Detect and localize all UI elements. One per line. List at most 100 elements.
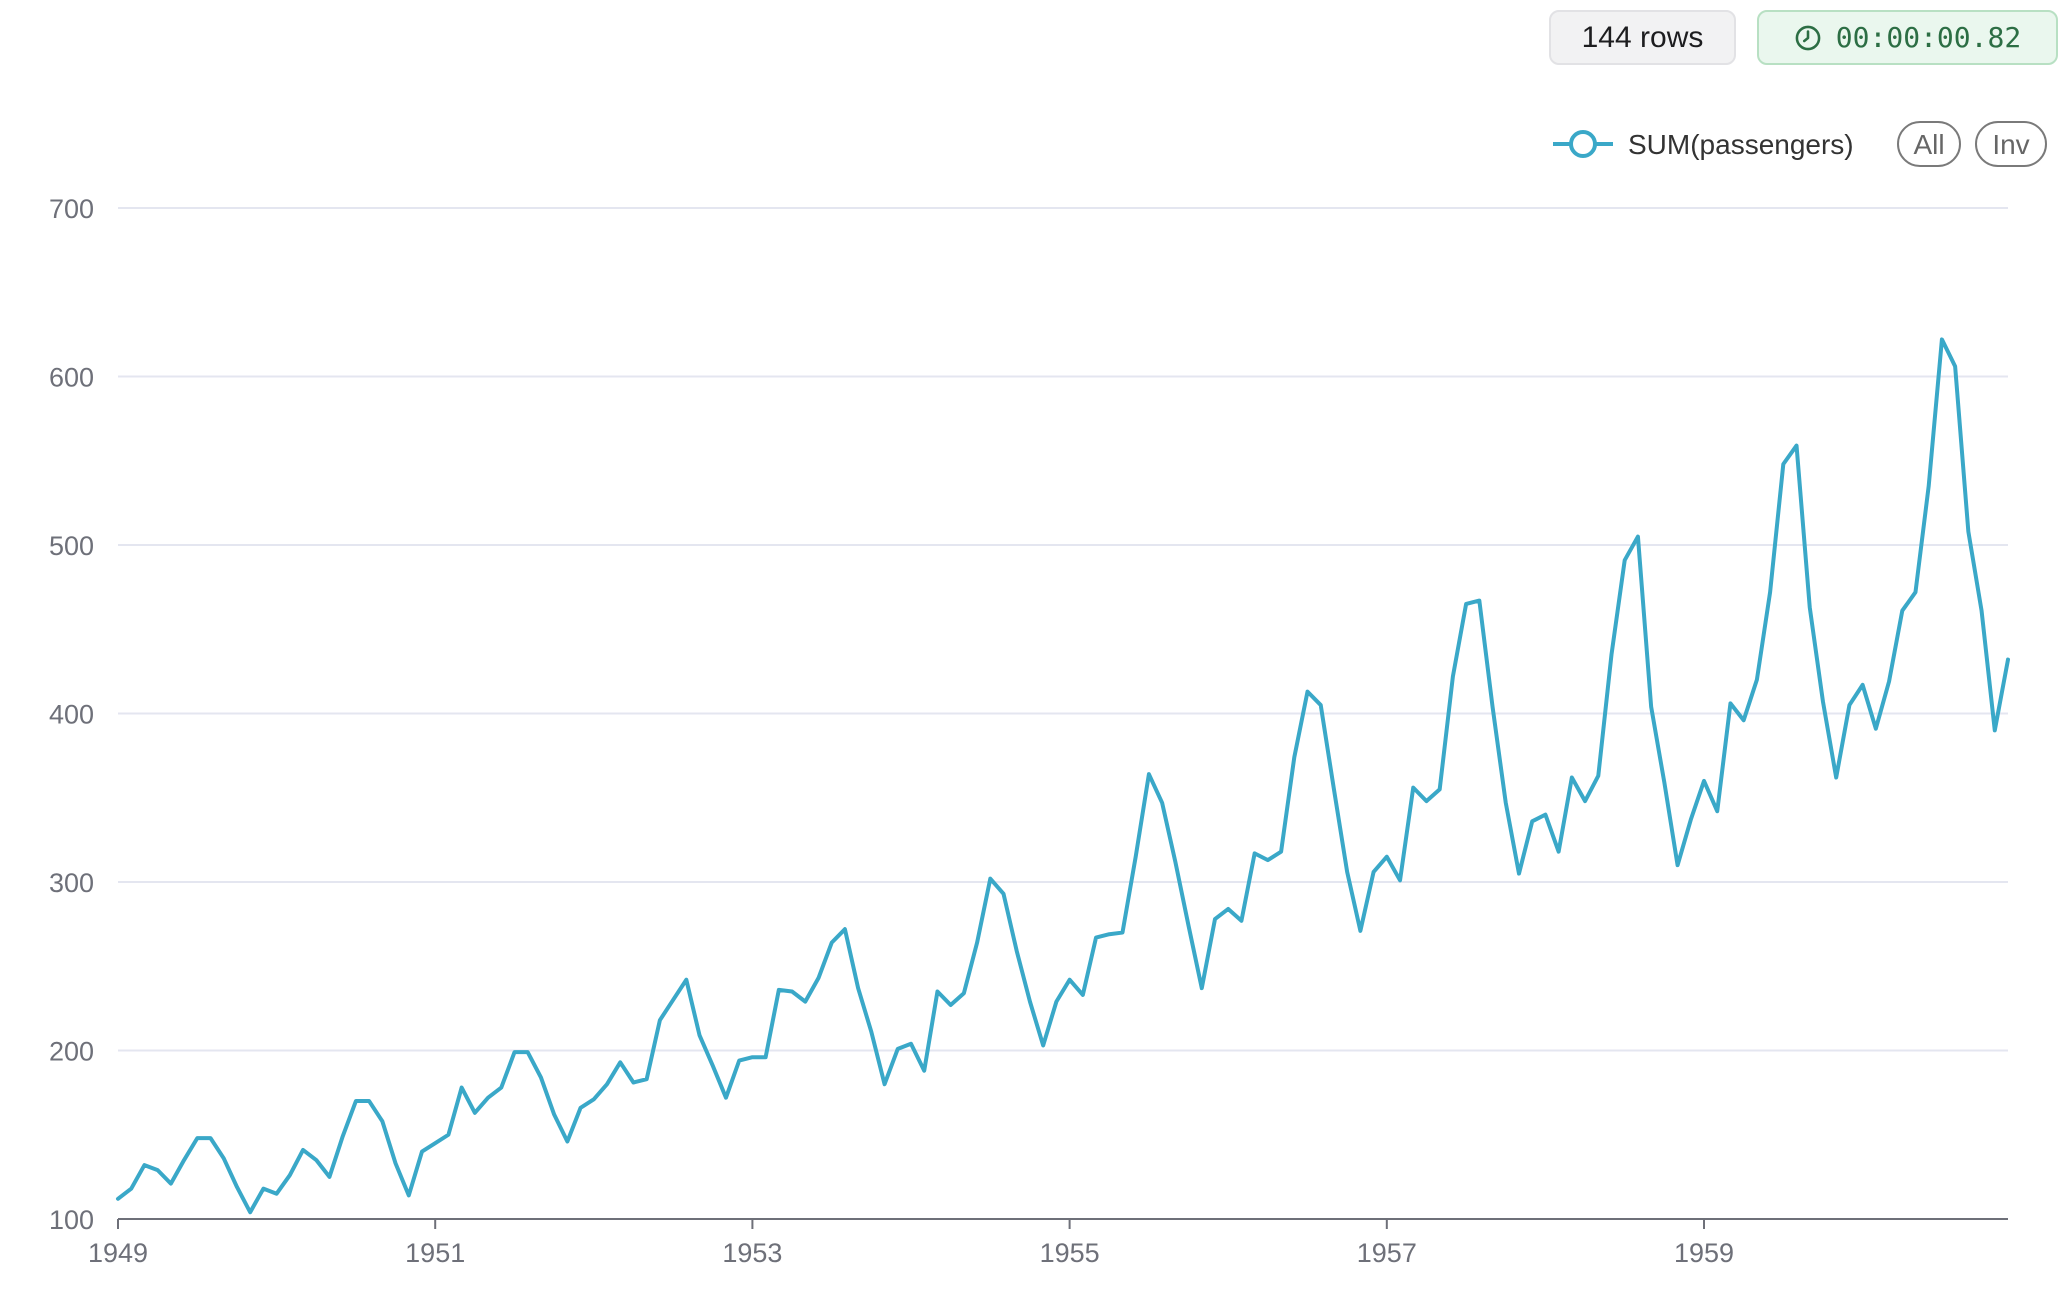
data-point[interactable] — [984, 873, 996, 885]
data-point[interactable] — [1526, 815, 1538, 827]
data-point[interactable] — [1183, 920, 1195, 932]
data-point[interactable] — [958, 987, 970, 999]
data-point[interactable] — [1764, 586, 1776, 598]
data-point[interactable] — [1341, 866, 1353, 878]
data-point[interactable] — [892, 1043, 904, 1055]
data-point[interactable] — [694, 1029, 706, 1041]
data-point[interactable] — [1328, 783, 1340, 795]
data-point[interactable] — [601, 1078, 613, 1090]
data-point[interactable] — [1804, 601, 1816, 613]
data-point[interactable] — [205, 1132, 217, 1144]
data-point[interactable] — [1460, 598, 1472, 610]
data-point[interactable] — [1050, 996, 1062, 1008]
data-point[interactable] — [865, 1026, 877, 1038]
data-point[interactable] — [363, 1095, 375, 1107]
data-point[interactable] — [1011, 945, 1023, 957]
data-point[interactable] — [1672, 859, 1684, 871]
data-point[interactable] — [588, 1093, 600, 1105]
data-point[interactable] — [1090, 932, 1102, 944]
data-point[interactable] — [1632, 531, 1644, 543]
data-point[interactable] — [918, 1065, 930, 1077]
data-point[interactable] — [1685, 814, 1697, 826]
data-point[interactable] — [1738, 714, 1750, 726]
data-point[interactable] — [257, 1183, 269, 1195]
data-point[interactable] — [390, 1157, 402, 1169]
data-point[interactable] — [1500, 797, 1512, 809]
data-point[interactable] — [1817, 696, 1829, 708]
data-point[interactable] — [1169, 856, 1181, 868]
data-point[interactable] — [1434, 783, 1446, 795]
data-point[interactable] — [1857, 679, 1869, 691]
data-point[interactable] — [297, 1144, 309, 1156]
data-point[interactable] — [826, 937, 838, 949]
data-point[interactable] — [561, 1135, 573, 1147]
data-point[interactable] — [760, 1051, 772, 1063]
data-point[interactable] — [1883, 675, 1895, 687]
data-point[interactable] — [1209, 913, 1221, 925]
data-point[interactable] — [376, 1115, 388, 1127]
data-point[interactable] — [1896, 605, 1908, 617]
data-point[interactable] — [931, 986, 943, 998]
data-point[interactable] — [1645, 701, 1657, 713]
data-point[interactable] — [1368, 866, 1380, 878]
data-point[interactable] — [1513, 868, 1525, 880]
data-point[interactable] — [1064, 974, 1076, 986]
data-point[interactable] — [416, 1146, 428, 1158]
data-point[interactable] — [165, 1178, 177, 1190]
data-point[interactable] — [1830, 772, 1842, 784]
data-point[interactable] — [1936, 333, 1948, 345]
data-point[interactable] — [812, 972, 824, 984]
data-point[interactable] — [680, 974, 692, 986]
data-point[interactable] — [707, 1060, 719, 1072]
data-point[interactable] — [1870, 723, 1882, 735]
data-point[interactable] — [839, 923, 851, 935]
data-point[interactable] — [495, 1082, 507, 1094]
data-point[interactable] — [945, 999, 957, 1011]
data-point[interactable] — [905, 1038, 917, 1050]
data-point[interactable] — [548, 1109, 560, 1121]
data-point[interactable] — [271, 1188, 283, 1200]
data-point[interactable] — [138, 1159, 150, 1171]
data-point[interactable] — [971, 937, 983, 949]
data-point[interactable] — [1302, 686, 1314, 698]
data-point[interactable] — [310, 1154, 322, 1166]
data-point[interactable] — [1698, 775, 1710, 787]
data-point[interactable] — [350, 1095, 362, 1107]
data-point[interactable] — [1447, 670, 1459, 682]
legend-invert-button[interactable]: Inv — [1975, 121, 2047, 167]
data-point[interactable] — [575, 1102, 587, 1114]
data-point[interactable] — [323, 1171, 335, 1183]
data-point[interactable] — [1473, 595, 1485, 607]
data-point[interactable] — [1751, 674, 1763, 686]
data-point[interactable] — [1791, 440, 1803, 452]
data-point[interactable] — [522, 1046, 534, 1058]
data-point[interactable] — [1315, 699, 1327, 711]
data-point[interactable] — [654, 1014, 666, 1026]
data-point[interactable] — [191, 1132, 203, 1144]
data-point[interactable] — [429, 1137, 441, 1149]
data-point[interactable] — [1579, 795, 1591, 807]
data-point[interactable] — [337, 1130, 349, 1142]
data-point[interactable] — [1606, 649, 1618, 661]
data-point[interactable] — [1077, 989, 1089, 1001]
data-point[interactable] — [1976, 605, 1988, 617]
data-point[interactable] — [879, 1078, 891, 1090]
data-point[interactable] — [1222, 903, 1234, 915]
data-point[interactable] — [1420, 795, 1432, 807]
data-point[interactable] — [1487, 701, 1499, 713]
data-point[interactable] — [1658, 777, 1670, 789]
data-point[interactable] — [125, 1183, 137, 1195]
data-point[interactable] — [641, 1073, 653, 1085]
legend-select-all-button[interactable]: All — [1897, 121, 1961, 167]
data-point[interactable] — [442, 1129, 454, 1141]
data-point[interactable] — [112, 1193, 124, 1205]
data-point[interactable] — [1407, 782, 1419, 794]
data-point[interactable] — [720, 1092, 732, 1104]
data-point[interactable] — [218, 1152, 230, 1164]
data-point[interactable] — [1394, 874, 1406, 886]
data-point[interactable] — [1381, 851, 1393, 863]
data-point[interactable] — [1619, 554, 1631, 566]
data-point[interactable] — [1949, 360, 1961, 372]
data-point[interactable] — [1196, 982, 1208, 994]
data-point[interactable] — [1249, 847, 1261, 859]
